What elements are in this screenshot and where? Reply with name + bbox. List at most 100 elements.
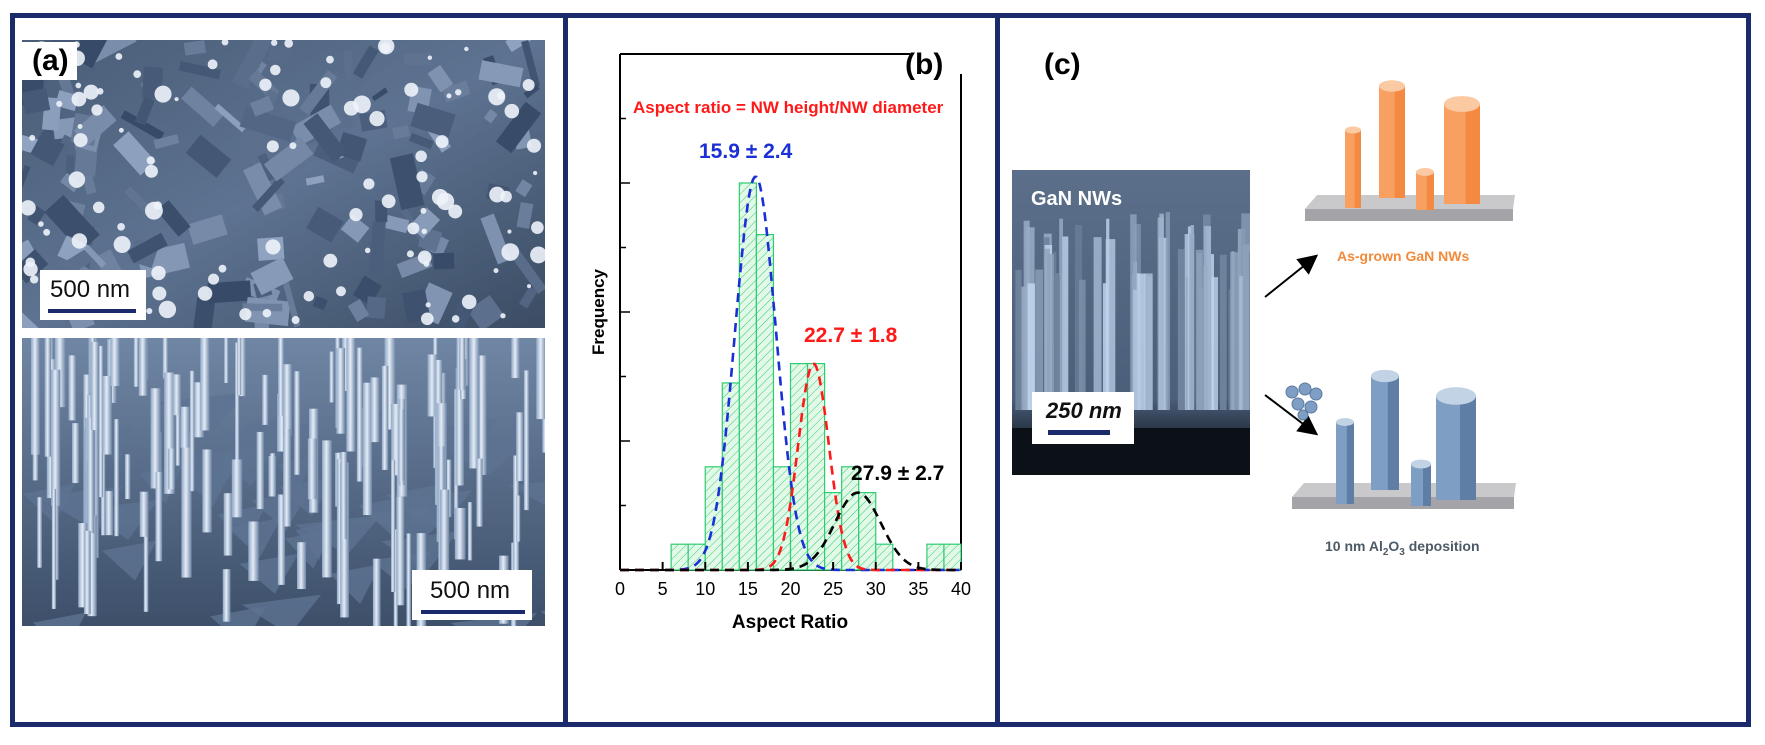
sem-nanowire-tip: [526, 138, 542, 153]
sem-nanowire: [175, 387, 181, 466]
sem-nanowire-tip: [493, 268, 499, 274]
coated-nanowires-schematic: [1292, 369, 1516, 509]
fit-label-red: 22.7 ± 1.8: [804, 324, 898, 347]
sem-platelet: [187, 214, 228, 245]
sem-nanowire-tip: [522, 79, 535, 92]
sem-nanowire: [224, 338, 229, 383]
blue-nanowire-top: [1371, 369, 1399, 383]
sem-nanowire: [114, 419, 119, 537]
sem-nanowire-tip: [144, 164, 158, 178]
sem-nanowire-tip: [406, 250, 414, 258]
sem-nanowire-tip: [464, 46, 469, 52]
sem-nanowire-tip: [56, 100, 63, 107]
orange-nanowire-shade: [1426, 172, 1434, 210]
sem-nanowire: [336, 348, 346, 434]
caption-deposition-suffix: deposition: [1404, 538, 1480, 554]
sem-nanowire-tip: [461, 294, 477, 310]
sem-platelet: [427, 64, 454, 93]
sem-platelet: [475, 132, 498, 147]
sem-platelet: [242, 303, 283, 312]
substrate-platform-coated-side: [1292, 497, 1514, 509]
sem-nanowire: [398, 408, 405, 481]
x-tick-label: 0: [615, 579, 625, 599]
sem-nanowire-tip: [154, 85, 172, 103]
sem-nanowire-tip: [353, 95, 371, 114]
sem-nanowire-tip: [380, 42, 391, 54]
sem-nanowire-tip: [364, 247, 371, 254]
sem-nanowire: [37, 497, 42, 568]
sem-nanowire-tip: [146, 307, 153, 315]
sem-nanowire: [90, 341, 99, 431]
panel-divider-bc: [995, 13, 1000, 727]
sem-platelet: [153, 134, 180, 150]
sem-nanowire: [51, 369, 61, 506]
sem-platelet: [214, 103, 246, 133]
sem-nanowire-tip: [29, 275, 39, 284]
sem-platelet: [178, 61, 221, 80]
sem-cs-nanowire: [1102, 283, 1108, 410]
arrow-down-icon: [1264, 394, 1319, 436]
sem-nanowire-tip: [68, 171, 86, 188]
sem-facet: [23, 483, 76, 524]
figure-frame: [10, 13, 1751, 727]
sem-nanowire: [262, 374, 269, 425]
sem-platelet: [243, 161, 283, 216]
sem-platelet: [347, 298, 370, 323]
sem-nanowire: [455, 367, 464, 486]
sem-nanowire: [84, 530, 91, 614]
arrow-up-icon: [1264, 254, 1319, 298]
sem-title: GaN NWs: [1031, 188, 1123, 210]
x-tick-label: 5: [658, 579, 668, 599]
sem-cs-nanowire: [1189, 233, 1195, 410]
sem-nanowire-tip: [349, 208, 363, 222]
sem-nanowire: [476, 458, 483, 527]
substrate-platform-side: [1305, 209, 1513, 221]
sem-nanowire-tip: [115, 53, 123, 60]
sem-platelet: [27, 205, 46, 226]
sem-platelet: [232, 40, 273, 90]
sem-platelet: [343, 50, 354, 80]
sem-nanowire: [393, 529, 398, 626]
blue-nanowire-shade: [1423, 464, 1431, 506]
sem-nanowire-tip: [265, 239, 281, 255]
orange-nanowire-top: [1444, 96, 1480, 112]
caption-deposition-mid: O: [1388, 538, 1400, 554]
sem-nanowire: [124, 454, 131, 499]
sem-cs-nanowire: [1239, 275, 1243, 410]
sem-nanowire-tip: [174, 97, 179, 102]
sem-nanowire: [87, 515, 97, 617]
sem-platelet: [507, 245, 545, 295]
sem-nanowire-tip: [363, 178, 375, 190]
sem-platelet: [134, 96, 155, 126]
sem-cs-nanowire: [1137, 273, 1146, 410]
sem-nanowire: [459, 338, 466, 391]
sem-nanowire: [78, 523, 88, 608]
sem-nanowire: [278, 338, 284, 416]
blue-nanowire-shade: [1346, 422, 1354, 504]
sem-nanowire: [143, 493, 149, 612]
sem-nanowire: [277, 494, 286, 585]
sem-platelet: [433, 252, 455, 270]
sem-nanowire-tip: [113, 236, 131, 253]
sem-nanowire: [340, 462, 350, 618]
sem-facet: [242, 594, 322, 626]
sem-nanowire-tip: [262, 308, 272, 318]
sem-cs-nanowire: [1027, 283, 1036, 410]
sem-nanowire-tip: [284, 40, 294, 48]
sem-nanowire-tip: [146, 156, 155, 165]
sem-nanowire: [282, 364, 292, 436]
sem-nanowire: [167, 448, 175, 490]
sem-nanowire-tip: [381, 194, 396, 209]
gaussian-fit-curve: [620, 175, 960, 572]
sem-nanowire: [391, 460, 396, 592]
sem-nanowire-tip: [38, 221, 44, 227]
sem-nanowire: [523, 370, 530, 511]
sem-nanowire: [133, 338, 139, 387]
sem-nanowire-tip: [497, 91, 505, 100]
sem-platelet: [305, 175, 325, 186]
sem-nanowire: [322, 440, 332, 578]
gaussian-fit-curve: [620, 362, 960, 572]
sem-facet: [540, 610, 545, 615]
sem-cs-nanowire: [1211, 277, 1219, 410]
sem-nanowire: [155, 472, 163, 562]
